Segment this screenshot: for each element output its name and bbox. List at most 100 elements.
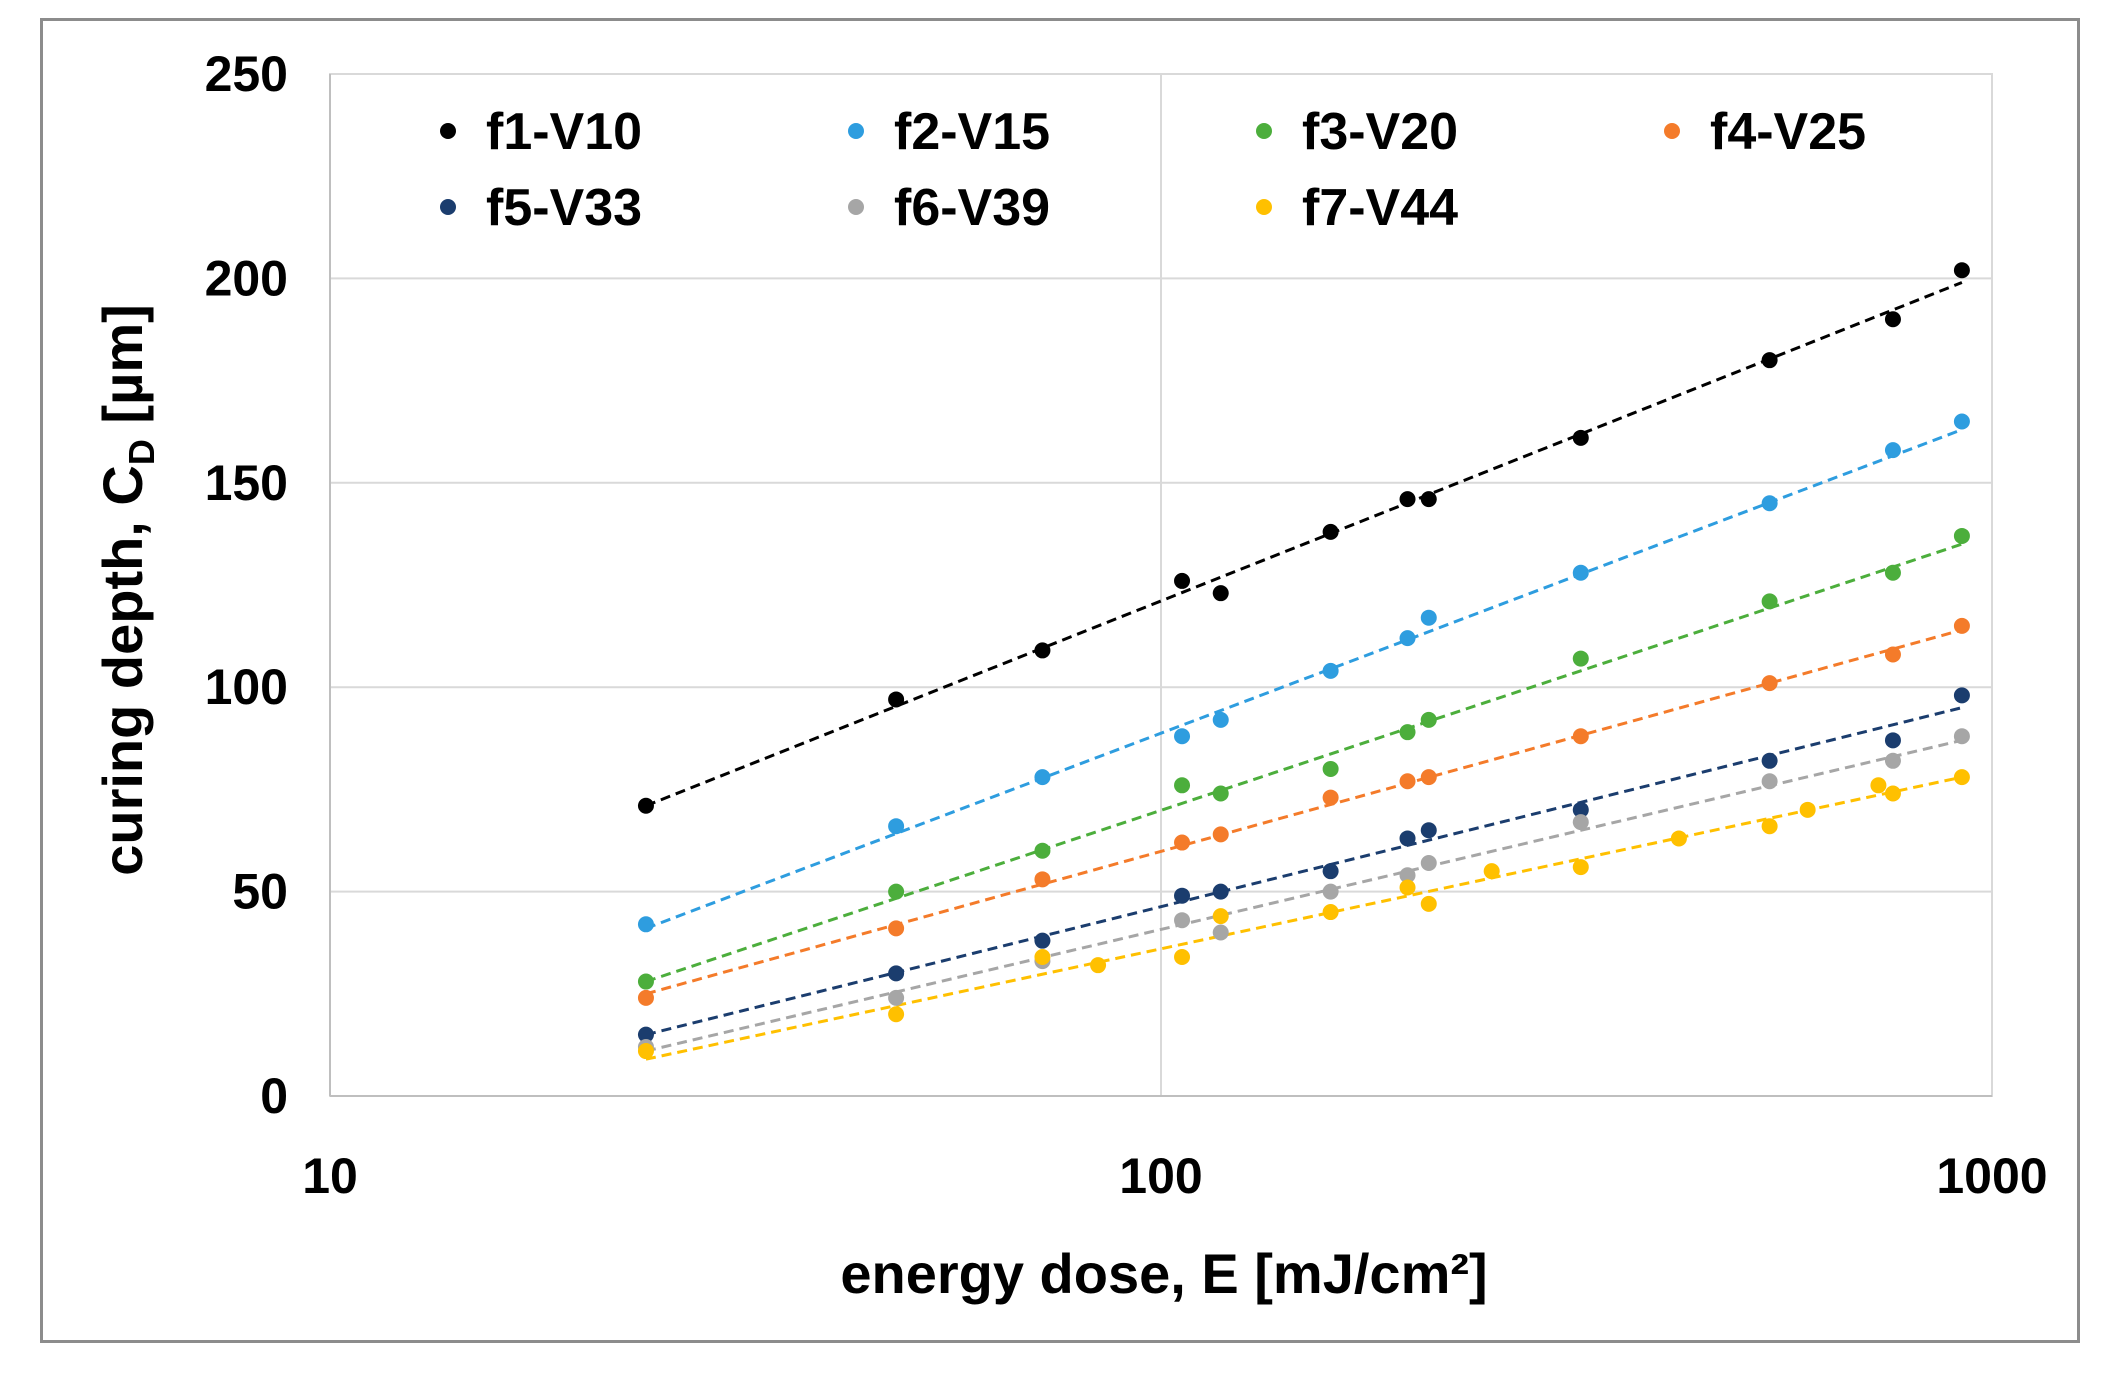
legend-marker (1256, 123, 1272, 139)
legend-item-f5-V33: f5-V33 (440, 179, 642, 237)
point-f3-V20 (1953, 527, 1970, 544)
point-f5-V33 (1884, 732, 1901, 749)
point-f1-V10 (888, 691, 905, 708)
point-f7-V44 (1572, 859, 1589, 876)
point-f7-V44 (888, 1006, 905, 1023)
point-f1-V10 (1212, 585, 1229, 602)
point-f7-V44 (1870, 777, 1887, 794)
point-f4-V25 (1420, 769, 1437, 786)
point-f6-V39 (1572, 814, 1589, 831)
x-tick-label: 10 (302, 1148, 358, 1204)
legend-item-f4-V25: f4-V25 (1664, 103, 1866, 161)
point-f7-V44 (1483, 863, 1500, 880)
x-axis-title: energy dose, E [mJ/cm²] (840, 1242, 1487, 1305)
y-tick-label: 100 (205, 659, 288, 715)
legend-item-f1-V10: f1-V10 (440, 103, 642, 161)
legend-label: f5-V33 (486, 179, 642, 237)
y-tick-label: 0 (260, 1068, 288, 1124)
legend-label: f1-V10 (486, 103, 642, 161)
point-f5-V33 (1399, 830, 1416, 847)
trendline-f3-V20 (645, 542, 1963, 983)
point-f3-V20 (1884, 564, 1901, 581)
point-f5-V33 (1212, 883, 1229, 900)
data-points (637, 262, 1970, 1060)
point-f7-V44 (1212, 908, 1229, 925)
legend-marker (440, 123, 456, 139)
point-f2-V15 (1399, 630, 1416, 647)
trendlines (645, 281, 1963, 1061)
point-f4-V25 (1212, 826, 1229, 843)
point-f1-V10 (1174, 572, 1191, 589)
trendline-f4-V25 (645, 628, 1963, 996)
point-f5-V33 (1572, 801, 1589, 818)
point-f4-V25 (637, 989, 654, 1006)
legend-marker (440, 199, 456, 215)
point-f3-V20 (1399, 724, 1416, 741)
point-f3-V20 (1212, 785, 1229, 802)
point-f3-V20 (888, 883, 905, 900)
legend-item-f2-V15: f2-V15 (848, 103, 1050, 161)
y-tick-label: 150 (205, 455, 288, 511)
point-f1-V10 (1953, 262, 1970, 279)
point-f7-V44 (1953, 769, 1970, 786)
point-f7-V44 (1420, 895, 1437, 912)
point-f4-V25 (1884, 646, 1901, 663)
point-f6-V39 (888, 989, 905, 1006)
point-f3-V20 (1572, 650, 1589, 667)
point-f6-V39 (1420, 854, 1437, 871)
point-f1-V10 (1420, 491, 1437, 508)
point-f6-V39 (1322, 883, 1339, 900)
point-f2-V15 (888, 818, 905, 835)
point-f4-V25 (1572, 728, 1589, 745)
point-f7-V44 (1884, 785, 1901, 802)
trendline-f5-V33 (645, 706, 1963, 1037)
legend-label: f2-V15 (894, 103, 1050, 161)
y-tick-label: 250 (205, 46, 288, 102)
legend-item-f7-V44: f7-V44 (1256, 179, 1458, 237)
legend-marker (848, 123, 864, 139)
chart-frame (40, 18, 2080, 1343)
y-axis-title-main: curing depth, C (91, 465, 154, 876)
point-f4-V25 (1953, 617, 1970, 634)
y-tick-label: 200 (205, 250, 288, 306)
point-f7-V44 (1034, 949, 1051, 966)
y-axis-title-subscript: D (121, 439, 162, 465)
point-f7-V44 (1799, 801, 1816, 818)
point-f1-V10 (1034, 642, 1051, 659)
point-f5-V33 (1761, 752, 1778, 769)
plot-area-border (329, 73, 1993, 1097)
point-f7-V44 (1670, 830, 1687, 847)
point-f1-V10 (1322, 523, 1339, 540)
legend-item-f3-V20: f3-V20 (1256, 103, 1458, 161)
point-f4-V25 (888, 920, 905, 937)
point-f6-V39 (1953, 728, 1970, 745)
point-f6-V39 (1174, 912, 1191, 929)
legend: f1-V10 f2-V15 f3-V20 f4-V25 f5-V33 f6-V39 f7-V… (440, 103, 1866, 237)
point-f7-V44 (1322, 904, 1339, 921)
x-tick-label: 1000 (1936, 1148, 2047, 1204)
point-f2-V15 (1953, 413, 1970, 430)
point-f7-V44 (1090, 957, 1107, 974)
legend-label: f4-V25 (1710, 103, 1866, 161)
point-f7-V44 (1761, 818, 1778, 835)
point-f2-V15 (1174, 728, 1191, 745)
point-f5-V33 (1420, 822, 1437, 839)
point-f7-V44 (1399, 879, 1416, 896)
point-f5-V33 (1034, 932, 1051, 949)
point-f6-V39 (1884, 752, 1901, 769)
point-f5-V33 (637, 1026, 654, 1043)
legend-marker (1256, 199, 1272, 215)
point-f3-V20 (1174, 777, 1191, 794)
y-axis-ticks: 0 50 100 150 200 250 (205, 46, 288, 1124)
point-f7-V44 (1174, 949, 1191, 966)
point-f4-V25 (1174, 834, 1191, 851)
trendline-f6-V39 (645, 738, 1963, 1053)
point-f6-V39 (1212, 924, 1229, 941)
y-axis-title-unit: [µm] (91, 304, 154, 439)
point-f3-V20 (1420, 711, 1437, 728)
point-f2-V15 (1212, 711, 1229, 728)
point-f3-V20 (1761, 593, 1778, 610)
point-f4-V25 (1761, 675, 1778, 692)
trendline-f7-V44 (645, 775, 1963, 1061)
point-f2-V15 (637, 916, 654, 933)
